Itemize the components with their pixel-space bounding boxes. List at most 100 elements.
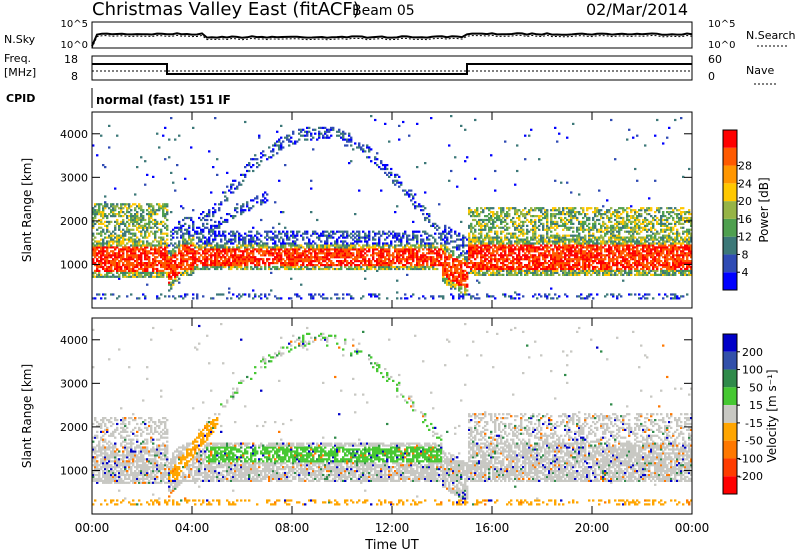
power-cell (136, 211, 139, 214)
power-cell (324, 136, 327, 139)
power-cell (524, 254, 527, 257)
power-cell (180, 205, 183, 208)
power-cell (114, 264, 117, 267)
power-cell (170, 277, 173, 280)
power-cell (300, 234, 303, 237)
power-cell (168, 260, 171, 263)
power-cell (488, 244, 491, 247)
power-cell (160, 254, 163, 257)
power-cell (470, 215, 473, 218)
power-cell (472, 236, 475, 239)
power-cell (230, 267, 233, 271)
power-cell (354, 256, 357, 259)
power-cell (406, 256, 409, 259)
power-cell (458, 264, 461, 267)
power-cell (240, 265, 243, 269)
power-cell (334, 252, 337, 255)
power-cell (428, 220, 431, 223)
power-cell (526, 230, 529, 233)
power-cell (112, 252, 115, 255)
power-cell (368, 258, 371, 261)
power-cell (372, 244, 375, 247)
power-cell (516, 267, 519, 271)
power-cell (112, 230, 115, 233)
power-cell (276, 234, 279, 237)
power-cell (146, 236, 149, 239)
power-cell (332, 128, 335, 131)
power-cell (340, 262, 343, 265)
power-cell (108, 220, 111, 223)
power-cell (374, 295, 377, 298)
power-cell (498, 271, 501, 274)
power-cell (308, 240, 311, 243)
power-cell (552, 269, 555, 272)
power-cell (174, 252, 177, 255)
power-cell (112, 275, 115, 278)
power-cell (408, 265, 411, 269)
power-cell (158, 207, 161, 210)
power-cell (146, 173, 149, 176)
power-cell (230, 248, 233, 251)
power-cell (524, 238, 527, 241)
power-cell (214, 265, 217, 269)
power-cell (534, 236, 537, 239)
power-cell (480, 260, 483, 263)
power-cell (420, 254, 423, 257)
power-cell (438, 232, 441, 235)
power-cell (124, 222, 127, 225)
power-cell (408, 248, 411, 251)
power-cell (108, 222, 111, 225)
power-cell (100, 250, 103, 253)
power-cell (324, 297, 327, 300)
power-cell (246, 258, 249, 261)
power-cell (566, 228, 569, 231)
power-cell (480, 236, 483, 239)
power-cell (482, 267, 485, 271)
power-cell (330, 256, 333, 259)
power-cell (154, 232, 157, 235)
power-cell (152, 265, 155, 269)
power-cell (484, 252, 487, 255)
power-cell (168, 277, 171, 280)
power-cell (504, 218, 507, 222)
power-cell (316, 258, 319, 261)
power-cell (458, 297, 461, 300)
power-cell (336, 297, 339, 300)
power-cell (316, 260, 319, 263)
power-cell (104, 203, 107, 206)
power-cell (488, 295, 491, 298)
power-cell (358, 254, 361, 257)
power-cell (504, 246, 507, 249)
power-cell (522, 244, 525, 247)
power-cell (204, 264, 207, 267)
power-cell (566, 262, 569, 265)
power-cell (234, 262, 237, 265)
power-cell (334, 256, 337, 259)
power-cell (110, 264, 113, 267)
power-cell (444, 236, 447, 239)
power-cell (290, 230, 293, 233)
power-cell (124, 267, 127, 271)
power-cell (162, 262, 165, 265)
power-cell (386, 167, 389, 171)
power-cell (230, 242, 233, 245)
power-cell (534, 262, 537, 265)
power-cell (488, 218, 491, 222)
power-cell (214, 256, 217, 259)
power-cell (224, 252, 227, 255)
power-cell (224, 199, 227, 202)
power-cell (420, 246, 423, 249)
power-cell (118, 213, 121, 216)
power-cell (384, 250, 387, 253)
power-cell (96, 248, 99, 251)
power-cell (318, 244, 321, 247)
power-cell (156, 250, 159, 253)
power-cell (156, 297, 159, 300)
power-cell (472, 232, 475, 235)
power-cell (378, 254, 381, 257)
power-cell (354, 236, 357, 239)
power-cell (276, 265, 279, 269)
power-cell (92, 273, 95, 276)
power-cell (210, 256, 213, 259)
power-cell (202, 252, 205, 255)
